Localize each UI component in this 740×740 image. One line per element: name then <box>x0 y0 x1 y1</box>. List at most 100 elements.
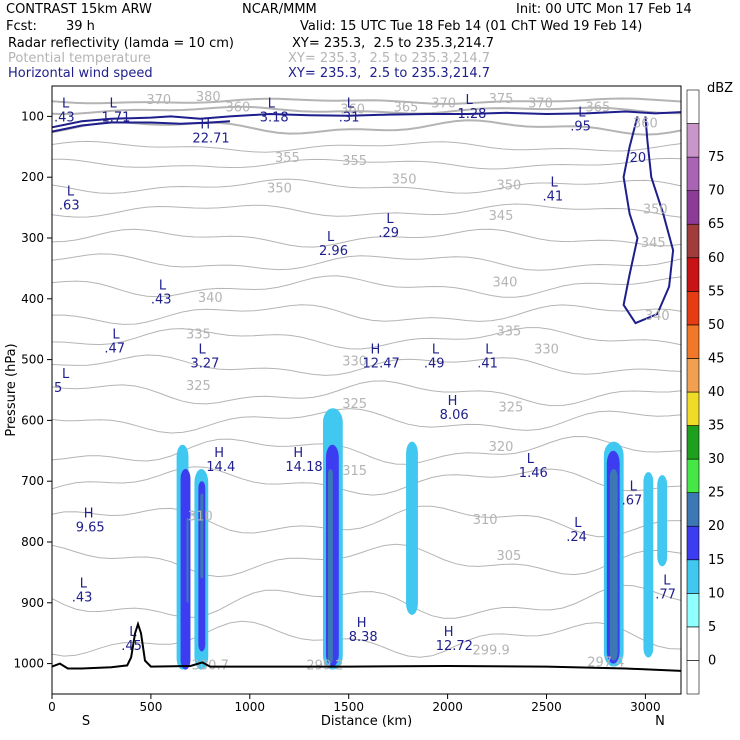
theta-contour <box>51 253 682 271</box>
colorbar-swatch <box>686 257 700 292</box>
colorbar-level: 65 <box>708 217 725 232</box>
theta-label: 330 <box>534 343 559 358</box>
theta-contour <box>51 178 682 194</box>
colorbar-level: 45 <box>708 351 725 366</box>
x-tick-label: 1000 <box>235 700 266 714</box>
theta-label: 355 <box>275 151 300 166</box>
theta-label: 345 <box>489 209 514 224</box>
colorbar-level: 0 <box>708 653 716 668</box>
extremum-kind: L <box>347 96 355 111</box>
extremum-value: 12.72 <box>436 639 473 654</box>
y-tick-label: 200 <box>21 170 44 184</box>
x-tick-label: 0 <box>48 700 56 714</box>
colorbar-level: 15 <box>708 553 725 568</box>
reflectivity-cell <box>643 472 654 658</box>
extremum-kind: L <box>630 479 638 494</box>
wind-contour <box>622 116 675 325</box>
extremum-kind: H <box>357 616 367 631</box>
colorbar-swatch <box>686 593 700 628</box>
y-tick-label: 700 <box>21 474 44 488</box>
extremum-value: 1.71 <box>101 110 130 125</box>
colorbar-level: 30 <box>708 452 725 467</box>
theta-label: 325 <box>498 400 523 415</box>
extremum-value: .43 <box>72 591 93 606</box>
colorbar-level: 50 <box>708 318 725 333</box>
theta-labels: 370 380 360 360 365 370 375 370 365 360 355 355 350 3… <box>146 90 669 673</box>
theta-label: 340 <box>493 276 518 291</box>
x-axis-label: Distance (km) <box>321 714 412 729</box>
extremum-kind: L <box>129 625 137 640</box>
theta-contour <box>51 119 682 136</box>
theta-label: 370 <box>146 93 171 108</box>
theta-contour <box>51 275 682 298</box>
extremum-value: 8.38 <box>349 630 378 645</box>
colorbar-swatch <box>686 525 700 561</box>
extremum-value: 22.71 <box>192 132 229 147</box>
reflectivity-cell <box>657 475 668 567</box>
x-tick-label: 2000 <box>432 700 463 714</box>
theta-label: 299.9 <box>473 643 510 658</box>
valid-time: Valid: 15 UTC Tue 18 Feb 14 (01 ChT Wed … <box>300 19 643 34</box>
extremum-value: 12.47 <box>363 357 400 372</box>
extremum-kind: L <box>578 105 586 120</box>
colorbar-swatch <box>686 291 700 326</box>
extremum-kind: H <box>84 507 94 522</box>
theta-contour <box>52 304 682 325</box>
theta-contour <box>51 97 682 105</box>
theta-contour <box>51 327 682 350</box>
extremum-kind: H <box>448 394 458 409</box>
extremum-value: .43 <box>54 110 75 125</box>
terrain-line <box>51 620 682 672</box>
field-theta-xy: XY= 235.3, 2.5 to 235.3,214.7 <box>288 51 491 66</box>
colorbar-swatch <box>686 156 700 191</box>
extremum-kind: L <box>663 574 671 589</box>
theta-label: 315 <box>342 464 367 479</box>
theta-label: 360 <box>226 101 251 116</box>
colorbar-swatch <box>686 391 700 426</box>
extremum-value: .67 <box>622 493 643 508</box>
theta-contour <box>51 435 682 465</box>
plot-frame <box>51 85 682 695</box>
colorbar-level: 20 <box>708 519 725 534</box>
extremum-kind: L <box>485 343 493 358</box>
colorbar-level: 40 <box>708 385 725 400</box>
terrain <box>51 620 682 672</box>
extremum-kind: L <box>67 184 75 199</box>
theta-label: 360 <box>340 102 365 117</box>
forecast-label: Fcst: <box>6 19 37 34</box>
colorbar-swatch <box>686 89 700 124</box>
extremum-kind: L <box>386 212 394 227</box>
theta-label: 345 <box>641 236 666 251</box>
extremum-value: 8.06 <box>440 408 469 423</box>
theta-label: 325 <box>186 379 211 394</box>
y-tick-label: 800 <box>21 535 44 549</box>
theta-label: 305 <box>497 549 522 564</box>
wind-contour <box>51 110 682 129</box>
theta-contour <box>51 543 682 578</box>
extremum-kind: L <box>465 93 473 108</box>
extremum-value: .31 <box>339 110 360 125</box>
field-wind-xy: XY= 235.3, 2.5 to 235.3,214.7 <box>288 66 491 81</box>
extremum-kind: L <box>159 279 167 294</box>
wind-contour <box>51 120 231 133</box>
y-tick-label: 500 <box>21 353 44 367</box>
theta-contour <box>51 620 682 658</box>
extremum-kind: L <box>327 230 335 245</box>
x-tick-label: 2500 <box>531 700 562 714</box>
theta-label: 380 <box>196 90 221 105</box>
theta-contour <box>51 380 682 407</box>
theta-contours <box>51 97 682 658</box>
colorbar-swatch <box>686 660 700 695</box>
extremum-value: 2.96 <box>319 244 348 259</box>
extremum-value: .45 <box>121 639 142 654</box>
extremum-kind: L <box>62 367 70 382</box>
theta-label: 330 <box>342 355 367 370</box>
extremum-value: .95 <box>570 119 591 134</box>
colorbar-swatch <box>686 358 700 393</box>
theta-label: 320 <box>489 440 514 455</box>
colorbar-swatch <box>686 458 700 493</box>
extremum-kind: L <box>527 452 535 467</box>
colorbar-swatch <box>686 123 700 158</box>
colorbar-level: 75 <box>708 150 725 165</box>
